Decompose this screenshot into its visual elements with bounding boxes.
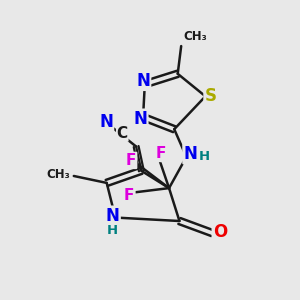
Text: S: S — [205, 87, 217, 105]
Text: CH₃: CH₃ — [46, 168, 70, 181]
Text: N: N — [136, 72, 150, 90]
Text: N: N — [134, 110, 147, 128]
Text: F: F — [124, 188, 134, 202]
Text: N: N — [99, 113, 113, 131]
Text: CH₃: CH₃ — [183, 30, 207, 43]
Text: N: N — [106, 207, 119, 225]
Text: H: H — [199, 150, 210, 163]
Text: F: F — [126, 153, 136, 168]
Text: H: H — [107, 224, 118, 237]
Text: F: F — [155, 146, 166, 161]
Text: O: O — [213, 223, 227, 241]
Text: C: C — [117, 126, 128, 141]
Text: N: N — [184, 145, 197, 163]
